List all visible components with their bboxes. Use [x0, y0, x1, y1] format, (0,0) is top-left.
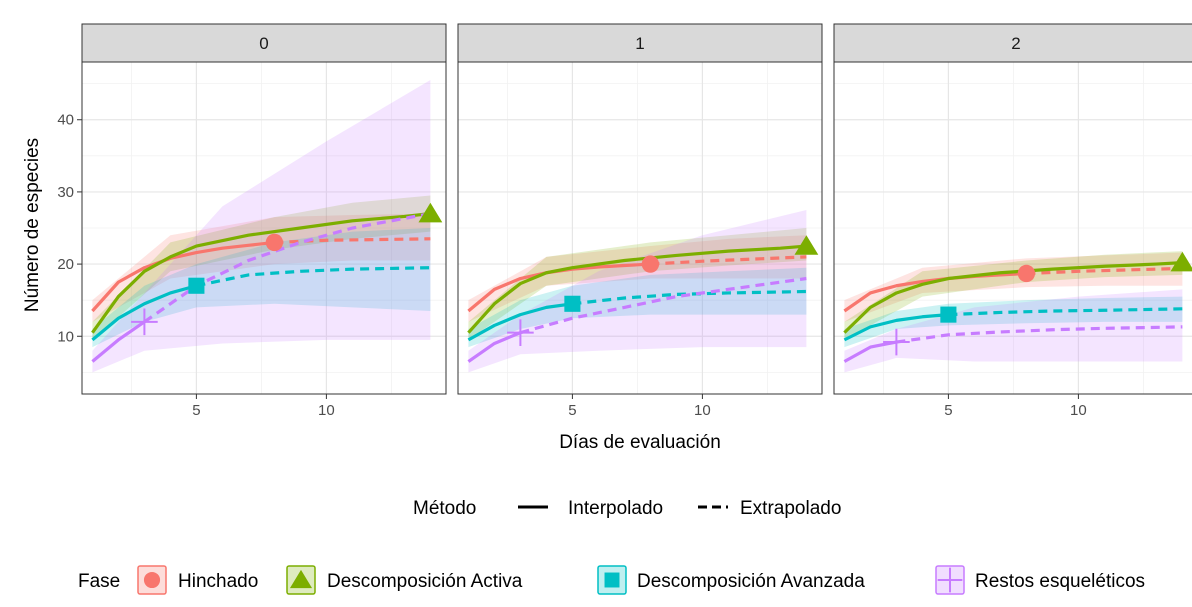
interpolated-line-descomposicion-avanzada — [843, 313, 949, 342]
interpolated-line-restos-esqueleticos — [91, 320, 146, 363]
x-tick-label: 10 — [1070, 402, 1087, 419]
observed-point-descomposicion-activa — [794, 235, 819, 255]
facet-panel-1: 15 10 — [457, 23, 823, 419]
legend-key-hinchado — [137, 565, 167, 595]
phase-legend-title: Fase — [78, 571, 120, 592]
observed-point-descomposicion-activa — [418, 202, 443, 223]
ci-ribbon-descomposicion-avanzada — [468, 267, 807, 348]
extrapolated-line-descomposicion-avanzada — [948, 307, 1183, 317]
ci-ribbon-hinchado — [844, 252, 1183, 322]
interpolated-line-descomposicion-activa — [91, 211, 431, 334]
plot-area — [458, 62, 822, 394]
extrapolated-line-restos-esqueleticos — [519, 276, 807, 335]
observed-point-restos-esqueleticos — [883, 328, 910, 356]
y-tick-label: 40 — [57, 112, 74, 129]
observed-point-descomposicion-activa — [1170, 251, 1192, 272]
observed-point-restos-esqueleticos — [131, 308, 158, 336]
interpolated-line-descomposicion-avanzada — [467, 302, 573, 342]
legend-label-descomposicion-activa: Descomposición Activa — [327, 571, 523, 592]
x-axis-label: Días de evaluación — [559, 432, 721, 453]
observed-point-hinchado — [265, 233, 284, 252]
interpolated-line-restos-esqueleticos — [843, 340, 897, 363]
phase-legend: Fase Hinchado Descomposición Activa Descom… — [78, 565, 1145, 595]
x-tick-label: 10 — [318, 402, 335, 419]
plus-icon — [937, 567, 963, 593]
panel-border — [833, 61, 1192, 395]
panel-border — [457, 61, 823, 395]
legend-key-descomposicion-avanzada — [597, 565, 627, 595]
facet-panel-2: 2 5 10 — [833, 23, 1192, 419]
legend-label-interpolado: Interpolado — [568, 498, 663, 519]
legend-key-restos-esqueleticos — [935, 565, 965, 595]
observed-point-descomposicion-avanzada — [564, 295, 581, 312]
phase-legend-items: Hinchado Descomposición Activa Descomposic… — [137, 565, 1145, 595]
ci-ribbon-hinchado — [468, 235, 807, 322]
circle-icon — [143, 571, 161, 589]
interpolated-line-hinchado — [91, 240, 275, 313]
observed-point-descomposicion-avanzada — [940, 306, 957, 323]
method-legend-title: Método — [413, 498, 476, 519]
ci-ribbon-descomposicion-avanzada — [844, 296, 1183, 348]
legend-label-restos-esqueleticos: Restos esqueléticos — [975, 571, 1145, 592]
ci-ribbon-restos-esqueleticos — [92, 80, 431, 373]
observed-point-descomposicion-avanzada — [188, 277, 205, 294]
interpolated-line-descomposicion-activa — [467, 244, 807, 334]
interpolated-line-descomposicion-activa — [843, 261, 1183, 334]
y-tick-label: 10 — [57, 328, 74, 345]
facet-strip-label: 2 — [1011, 34, 1020, 53]
ci-ribbon-descomposicion-activa — [844, 251, 1183, 340]
extrapolated-line-hinchado — [274, 237, 431, 245]
facet-strip — [833, 23, 1192, 63]
observed-point-restos-esqueleticos — [507, 319, 534, 346]
ci-ribbon-descomposicion-activa — [92, 195, 431, 340]
ci-ribbon-hinchado — [92, 213, 431, 322]
facet-strip — [81, 23, 447, 63]
y-axis-label: Número de especies — [22, 138, 43, 312]
panel-border — [81, 61, 447, 395]
observed-point-hinchado — [641, 255, 660, 273]
x-tick-label: 5 — [944, 402, 952, 419]
y-tick-label: 20 — [57, 256, 74, 273]
legend-key-descomposicion-activa — [286, 565, 316, 595]
x-tick-label: 10 — [694, 402, 711, 419]
triangle-icon — [289, 569, 313, 589]
facet-strip-label: 0 — [259, 34, 268, 53]
x-tick-label: 5 — [568, 402, 576, 419]
observed-point-hinchado — [1017, 264, 1036, 283]
legend-label-extrapolado: Extrapolado — [740, 498, 841, 519]
plot-area — [82, 62, 446, 394]
extrapolated-line-descomposicion-avanzada — [572, 289, 807, 306]
x-tick-label: 5 — [192, 402, 200, 419]
ci-ribbon-descomposicion-activa — [468, 228, 807, 340]
plot-area — [834, 62, 1192, 394]
method-legend: Método Interpolado Extrapolado — [413, 498, 841, 519]
ci-ribbon-descomposicion-avanzada — [92, 228, 431, 348]
y-tick-label: 30 — [57, 184, 74, 201]
extrapolated-line-descomposicion-avanzada — [196, 266, 431, 288]
facet-panel-0: 0 5 10 10 20 30 40 — [57, 23, 447, 419]
legend-label-descomposicion-avanzada: Descomposición Avanzada — [637, 571, 865, 592]
extrapolated-line-hinchado — [1026, 266, 1183, 276]
facet-strip-label: 1 — [635, 34, 644, 53]
interpolated-line-descomposicion-avanzada — [91, 284, 197, 342]
square-icon — [604, 572, 620, 588]
ci-ribbon-restos-esqueleticos — [844, 289, 1183, 373]
legend-label-hinchado: Hinchado — [178, 571, 258, 592]
extrapolated-line-restos-esqueleticos — [143, 211, 431, 324]
extrapolated-line-hinchado — [650, 255, 807, 266]
interpolated-line-restos-esqueleticos — [467, 331, 522, 363]
